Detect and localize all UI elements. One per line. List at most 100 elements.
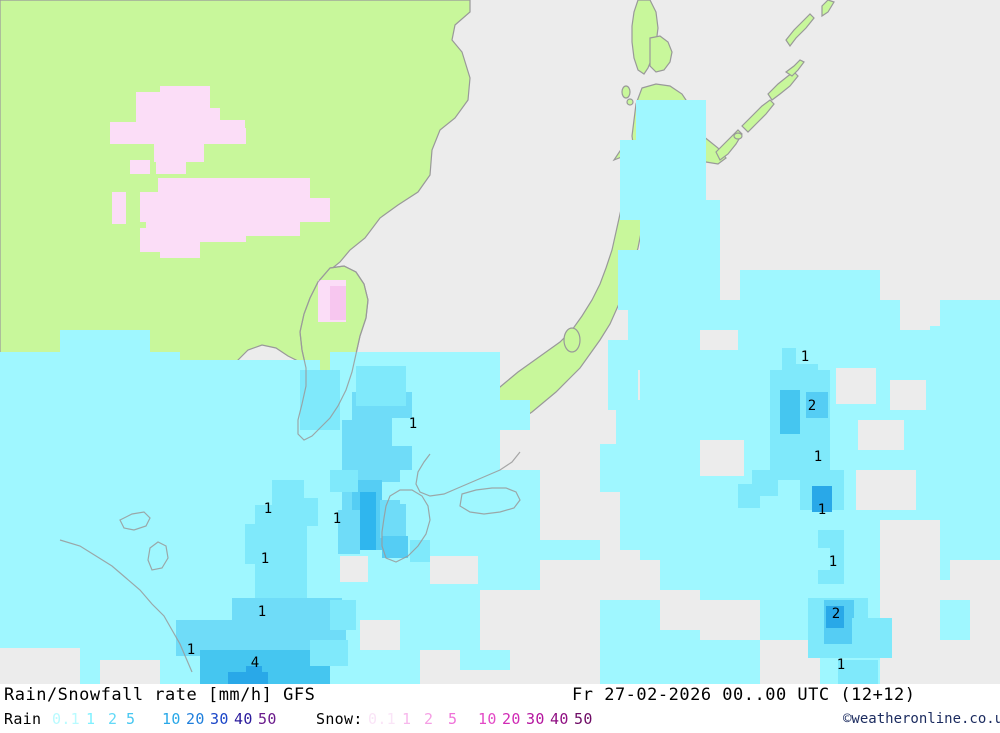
land-small-island-1 — [626, 98, 634, 106]
copyright-notice: ©weatheronline.co.uk — [843, 711, 1000, 727]
rain-cell — [356, 366, 406, 406]
snow-cell — [160, 86, 210, 110]
legend-step-1: 1 — [86, 710, 96, 728]
rain-cell — [796, 342, 830, 364]
coast-korea — [297, 265, 369, 441]
land-small-island-2 — [733, 132, 743, 140]
page-title: Rain/Snowfall rate [mm/h] GFS — [4, 685, 316, 705]
rain-layer — [0, 100, 1000, 684]
coast-taiwan — [147, 541, 169, 571]
snow-cell — [205, 120, 245, 132]
rain-legend-label: Rain — [4, 710, 42, 728]
rain-gap — [700, 440, 744, 476]
rain-cell — [826, 606, 844, 628]
rain-gap — [880, 520, 940, 580]
legend-step-10: 10 — [478, 710, 497, 728]
rain-gap — [0, 648, 80, 684]
coastline-overlay — [59, 265, 521, 673]
precip-value-label: 1 — [801, 349, 809, 365]
legend-step-1: 1 — [402, 710, 412, 728]
footer-bar: Rain/Snowfall rate [mm/h] GFS Fr 27-02-2… — [0, 684, 1000, 733]
legend-step-0.1: 0.1 — [52, 710, 80, 728]
legend-step-50: 50 — [574, 710, 593, 728]
cell-label-layer: 1 1 1 1 1 1 4 1 2 1 1 1 2 1 — [187, 349, 845, 673]
land-rishiri — [621, 85, 631, 99]
precip-value-label: 1 — [261, 551, 269, 567]
rain-gap — [620, 560, 660, 600]
land-kuril-3 — [767, 71, 799, 101]
precip-value-label: 1 — [258, 604, 266, 620]
land-kuril-4 — [784, 59, 805, 77]
rain-cell — [338, 510, 360, 554]
coast-sw-islands — [59, 539, 193, 673]
rain-cell — [60, 330, 150, 358]
rain-cell — [812, 486, 832, 512]
legend-step-20: 20 — [502, 710, 521, 728]
coast-chugoku — [415, 451, 521, 497]
snow-cell — [330, 286, 346, 320]
snow-legend-label: Snow: — [316, 710, 363, 728]
rain-cell — [330, 600, 356, 630]
rain-gap — [900, 300, 940, 326]
rain-cell — [782, 298, 822, 328]
rain-cell — [600, 444, 640, 492]
rain-gap — [960, 560, 1000, 600]
rain-cell — [960, 440, 1000, 500]
rain-cell — [780, 390, 800, 434]
land-kuril-6 — [821, 0, 835, 18]
rain-gap — [856, 470, 916, 510]
legend-step-5: 5 — [448, 710, 458, 728]
rain-cell — [330, 470, 358, 492]
rain-cell — [640, 200, 720, 310]
rain-cell — [930, 300, 1000, 460]
snow-cell — [112, 192, 126, 224]
precip-value-label: 2 — [808, 398, 816, 414]
precip-value-label: 1 — [333, 511, 341, 527]
snow-layer — [110, 86, 346, 322]
precip-value-label: 1 — [814, 449, 822, 465]
land-sado — [563, 327, 581, 353]
rain-gap — [700, 600, 760, 640]
rain-cell — [288, 498, 318, 526]
rain-cell — [246, 666, 262, 684]
rain-gap — [480, 590, 600, 650]
rain-cell — [245, 524, 265, 564]
rain-cell — [310, 640, 348, 666]
legend-step-40: 40 — [550, 710, 569, 728]
legend-step-30: 30 — [210, 710, 229, 728]
rain-cell — [360, 492, 376, 550]
snow-cell — [130, 160, 150, 174]
legend-step-2: 2 — [108, 710, 118, 728]
map-svg[interactable]: 1 1 1 1 1 1 4 1 2 1 1 1 2 1 — [0, 0, 1000, 684]
legend-step-5: 5 — [126, 710, 136, 728]
footer-row-legend: Rain 0.1 1 2 5 10 20 30 40 50 Snow: 0.1 1 2 5 10 20 30… — [0, 708, 1000, 732]
legend-step-30: 30 — [526, 710, 545, 728]
footer-row-title: Rain/Snowfall rate [mm/h] GFS Fr 27-02-2… — [0, 684, 1000, 708]
precip-value-label: 1 — [264, 501, 272, 517]
rain-gap — [340, 556, 368, 582]
rain-gap — [430, 556, 478, 584]
precip-value-label: 4 — [251, 655, 259, 671]
rain-gap — [100, 660, 160, 684]
rain-cell — [940, 600, 970, 640]
land-kuril-2 — [741, 99, 775, 133]
snow-cell — [240, 216, 300, 236]
rain-gap — [540, 560, 600, 596]
land-sakhalin-south — [649, 35, 673, 73]
rain-cell — [180, 360, 320, 420]
precip-value-label: 1 — [409, 416, 417, 432]
rain-cell — [806, 392, 828, 418]
rain-gap — [890, 380, 926, 410]
legend-step-40: 40 — [234, 710, 253, 728]
map-canvas[interactable]: 1 1 1 1 1 1 4 1 2 1 1 1 2 1 — [0, 0, 1000, 684]
precip-value-label: 1 — [187, 642, 195, 658]
valid-datetime: Fr 27-02-2026 00..00 UTC (12+12) — [572, 685, 916, 705]
rain-cell — [600, 630, 710, 684]
legend-step-0.1: 0.1 — [368, 710, 396, 728]
snow-cell — [156, 152, 186, 174]
land-kuril-5 — [785, 13, 815, 48]
precip-value-label: 2 — [832, 606, 840, 622]
rain-gap — [360, 620, 400, 650]
rain-cell — [382, 536, 408, 558]
